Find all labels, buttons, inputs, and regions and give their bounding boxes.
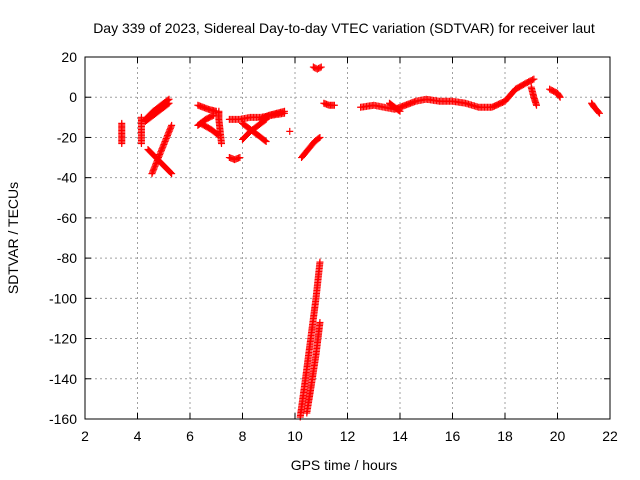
data-point [316,258,324,266]
data-point [167,169,175,177]
x-tick-label: 10 [287,428,303,444]
y-tick-label: -100 [49,290,77,306]
y-tick-label: -80 [57,250,77,266]
data-point [396,107,404,115]
data-point [286,127,294,135]
x-tick-label: 2 [81,428,89,444]
y-tick-label: -120 [49,331,77,347]
grid [85,57,610,419]
data-point [137,139,145,147]
data-point [529,76,537,84]
data-point [168,170,176,178]
data-point [315,134,323,142]
data-point [596,109,603,117]
data-point [330,101,338,109]
x-tick-label: 14 [392,428,408,444]
data-point [316,318,324,326]
y-tick-label: 20 [61,49,77,65]
axis-ticks: 2 4 6 8 10 12 14 16 18 20 22 20 0 -20 -40 -60 -80 -100 -12… [49,49,618,444]
data-point [281,107,288,115]
data-point [316,133,324,141]
x-tick-label: 6 [186,428,194,444]
data-point [317,63,325,71]
data-point [165,99,173,107]
data-point [395,106,403,114]
y-tick-label: -40 [57,170,77,186]
data-point [236,154,244,162]
y-tick-label: -140 [49,371,77,387]
x-tick-label: 22 [602,428,618,444]
data-point [261,137,269,145]
y-axis-label: SDTVAR / TECUs [5,182,21,294]
data-points [118,63,603,421]
data-point [530,75,538,83]
data-point [555,92,563,100]
y-tick-label: -160 [49,411,77,427]
data-point [556,93,564,101]
data-point [262,137,270,145]
x-tick-label: 8 [239,428,247,444]
chart-title: Day 339 of 2023, Sidereal Day-to-day VTE… [93,20,595,36]
data-point [594,108,602,116]
x-axis-label: GPS time / hours [291,457,398,473]
data-point [533,101,540,109]
data-point [164,100,172,108]
y-tick-label: -60 [57,210,77,226]
data-point [208,112,216,120]
data-point [118,139,126,147]
data-point [218,139,225,147]
data-point [316,64,324,72]
y-tick-label: -20 [57,129,77,145]
plot-frame [84,56,611,420]
x-tick-label: 18 [497,428,513,444]
x-tick-label: 4 [134,428,142,444]
x-tick-label: 12 [340,428,356,444]
data-point [168,121,176,129]
x-tick-label: 20 [550,428,566,444]
y-tick-label: 0 [69,89,77,105]
x-tick-label: 16 [445,428,461,444]
